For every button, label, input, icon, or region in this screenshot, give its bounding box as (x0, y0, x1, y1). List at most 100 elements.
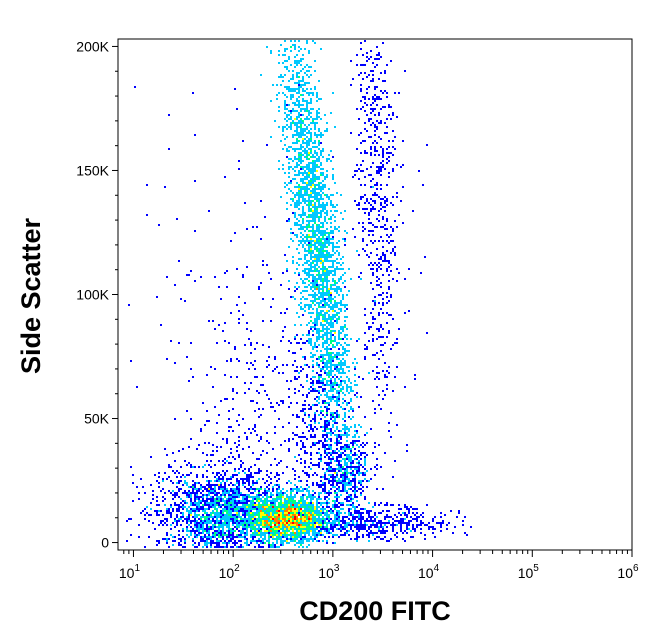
data-point (286, 538, 288, 540)
data-point (224, 492, 226, 494)
data-point (260, 454, 262, 456)
data-point (380, 184, 382, 186)
data-point (342, 504, 344, 506)
data-point (334, 520, 336, 522)
data-point (390, 538, 392, 540)
data-point (336, 422, 338, 424)
data-point (330, 396, 332, 398)
data-point (306, 530, 308, 532)
data-point (392, 476, 394, 478)
data-point (300, 348, 302, 350)
data-point (188, 524, 190, 526)
data-point (164, 522, 166, 524)
data-point (338, 338, 340, 340)
data-point (376, 376, 378, 378)
data-point (300, 384, 302, 386)
data-point (184, 460, 186, 462)
data-point (328, 236, 330, 238)
data-point (130, 534, 132, 536)
data-point (180, 480, 182, 482)
data-point (312, 366, 314, 368)
data-point (346, 476, 348, 478)
data-point (326, 392, 328, 394)
data-point (306, 240, 308, 242)
data-point (358, 276, 360, 278)
data-point (326, 240, 328, 242)
data-point (380, 236, 382, 238)
data-point (172, 544, 174, 546)
data-point (246, 266, 248, 268)
data-point (404, 530, 406, 532)
data-point (324, 208, 326, 210)
data-point (318, 386, 320, 388)
data-point (326, 366, 328, 368)
data-point (318, 212, 320, 214)
data-point (350, 514, 352, 516)
data-point (304, 306, 306, 308)
data-point (310, 184, 312, 186)
data-point (318, 496, 320, 498)
data-point (222, 492, 224, 494)
data-point (302, 114, 304, 116)
data-point (320, 534, 322, 536)
data-point (302, 174, 304, 176)
data-point (376, 338, 378, 340)
data-point (348, 350, 350, 352)
data-point (372, 268, 374, 270)
data-point (310, 98, 312, 100)
data-point (280, 76, 282, 78)
data-point (376, 488, 378, 490)
data-point (218, 480, 220, 482)
data-point (268, 534, 270, 536)
data-point (288, 114, 290, 116)
data-point (290, 166, 292, 168)
data-point (336, 262, 338, 264)
data-point (302, 334, 304, 336)
data-point (226, 398, 228, 400)
data-point (362, 170, 364, 172)
data-point (320, 456, 322, 458)
data-point (336, 444, 338, 446)
data-point (382, 198, 384, 200)
data-point (320, 382, 322, 384)
data-point (322, 484, 324, 486)
data-point (182, 448, 184, 450)
data-point (310, 282, 312, 284)
data-point (446, 528, 448, 530)
data-point (330, 434, 332, 436)
data-point (296, 490, 298, 492)
data-point (330, 454, 332, 456)
data-point (396, 226, 398, 228)
data-point (216, 472, 218, 474)
data-point (346, 350, 348, 352)
data-point (304, 148, 306, 150)
data-point (304, 254, 306, 256)
data-point (300, 366, 302, 368)
data-point (218, 530, 220, 532)
data-point (334, 460, 336, 462)
data-point (352, 502, 354, 504)
data-point (332, 238, 334, 240)
data-point (306, 146, 308, 148)
data-point (352, 442, 354, 444)
data-point (356, 486, 358, 488)
data-point (342, 358, 344, 360)
data-point (366, 88, 368, 90)
data-point (402, 518, 404, 520)
data-point (372, 534, 374, 536)
data-point (314, 208, 316, 210)
data-point (386, 514, 388, 516)
data-point (342, 502, 344, 504)
data-point (364, 152, 366, 154)
data-point (250, 540, 252, 542)
data-point (272, 544, 274, 546)
data-point (386, 64, 388, 66)
data-point (370, 180, 372, 182)
data-point (236, 542, 238, 544)
data-point (288, 396, 290, 398)
data-point (278, 534, 280, 536)
data-point (358, 222, 360, 224)
data-point (288, 90, 290, 92)
data-point (312, 118, 314, 120)
data-point (338, 368, 340, 370)
